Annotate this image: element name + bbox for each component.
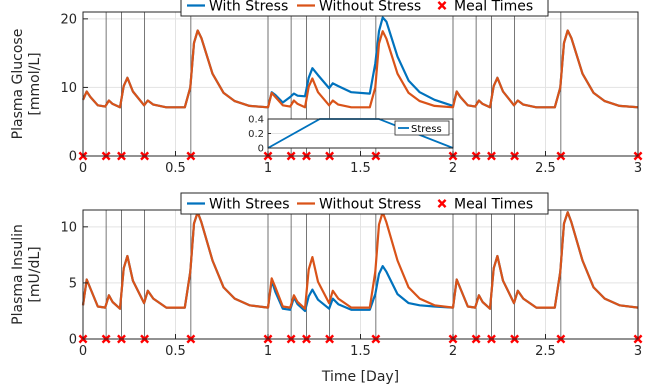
y-tick-label-0: 0: [69, 150, 77, 165]
inset-chart: 0 0.2 0.4 Stress: [248, 115, 454, 155]
series-line-1: [81, 211, 639, 310]
x-tick-label-1: 0.5: [165, 344, 186, 359]
legend-box: [180, 192, 549, 215]
x-axis-label: Time [Day]: [321, 369, 399, 385]
y-tick-label-2: 20: [60, 12, 77, 27]
chart-panel-1: 0 0.5 1 1.5 2 2.5 3 0 10 20 Plasma Glucose [mmol/L]…: [10, 0, 643, 176]
y-axis-unit-label: [mmol/L]: [27, 52, 43, 115]
inset-y-tick-label-0: 0: [258, 144, 264, 155]
inset-y-tick-label-1: 0.2: [248, 129, 264, 140]
y-tick-label-0: 0: [69, 333, 77, 348]
y-axis-label: Plasma Insulin: [10, 224, 26, 325]
inset-legend-label: Stress: [411, 124, 442, 135]
y-tick-label-2: 10: [60, 220, 77, 235]
legend-label-0: With Stress: [209, 0, 288, 15]
x-tick-label-2: 1: [264, 161, 272, 176]
x-tick-label-3: 1.5: [350, 161, 371, 176]
y-tick-label-1: 10: [60, 81, 77, 96]
legend-label-1: Without Stress: [319, 0, 421, 15]
legend-marker-2: [437, 1, 447, 10]
x-tick-label-3: 1.5: [350, 344, 371, 359]
x-tick-label-0: 0: [79, 344, 87, 359]
x-tick-label-4: 2: [449, 344, 457, 359]
x-tick-label-6: 3: [634, 344, 642, 359]
x-tick-label-4: 2: [449, 161, 457, 176]
legend-label-2: Meal Times: [454, 0, 533, 15]
series-line-1: [81, 29, 639, 109]
x-tick-label-5: 2.5: [535, 344, 556, 359]
x-tick-label-1: 0.5: [165, 161, 186, 176]
x-tick-label-6: 3: [634, 161, 642, 176]
inset-legend-box: [394, 120, 450, 136]
y-tick-label-1: 5: [69, 276, 77, 291]
x-tick-label-5: 2.5: [535, 161, 556, 176]
inset-axes-box: [267, 118, 454, 149]
x-tick-label-0: 0: [79, 161, 87, 176]
legend: With Strees Without Stress Meal Times: [180, 192, 549, 215]
x-tick-label-2: 1: [264, 344, 272, 359]
legend-box: [180, 0, 549, 17]
legend: With Stress Without Stress Meal Times: [180, 0, 549, 17]
y-axis-unit-label: [mU/dL]: [27, 246, 43, 302]
inset-y-tick-label-2: 0.4: [248, 115, 264, 126]
legend-label-1: Without Stress: [319, 197, 421, 213]
legend-label-0: With Strees: [209, 197, 290, 213]
y-axis-label: Plasma Glucose: [10, 29, 26, 140]
legend-marker-2: [437, 199, 447, 208]
chart-panel-2: 0 0.5 1 1.5 2 2.5 3 0 5 10 Plasma Insulin [mU/dL] Ti…: [10, 192, 643, 385]
legend-label-2: Meal Times: [454, 197, 533, 213]
